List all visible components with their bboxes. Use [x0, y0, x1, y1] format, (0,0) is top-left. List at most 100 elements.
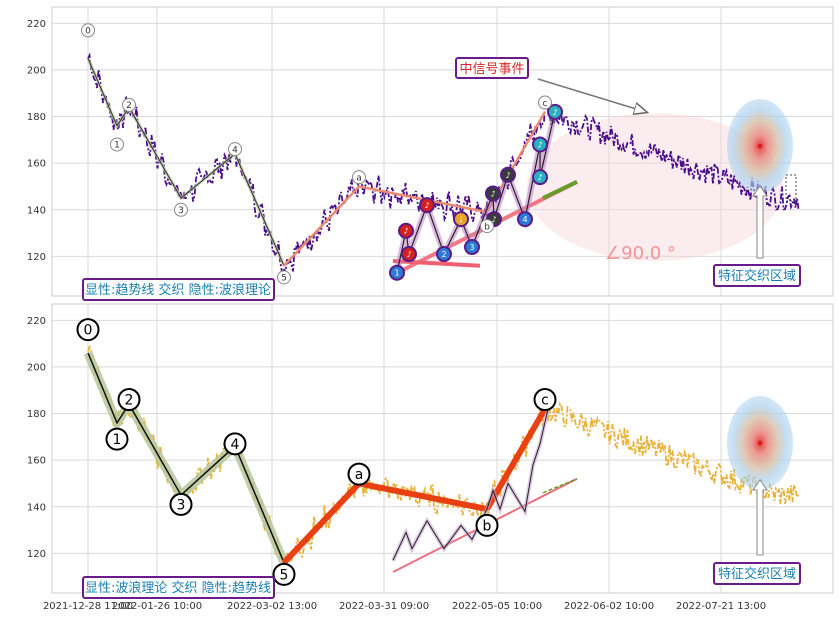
abc-wave-line-c: [484, 407, 548, 511]
feature-hotspot-center: [757, 143, 763, 149]
x-tick-label: 2022-06-02 10:00: [564, 601, 654, 612]
wave-label-circle: [272, 562, 296, 586]
feature-hotspot-center: [757, 440, 763, 446]
signal-badge-label: ♪: [537, 141, 542, 150]
y-tick-label: 120: [27, 252, 46, 263]
signal-badge-label: ♪: [424, 201, 429, 210]
signal-event-arrow: [537, 78, 646, 112]
signal-badge: [436, 246, 452, 263]
y-tick-label: 160: [27, 159, 46, 170]
zigzag-line: [396, 111, 556, 273]
signal-badge: [419, 197, 435, 214]
y-tick-label: 140: [27, 502, 46, 513]
wave-label: 0: [84, 323, 93, 339]
signal-badge-label: ♪: [505, 171, 510, 180]
signal-badge: [398, 222, 414, 239]
wave-label: a: [356, 173, 362, 183]
wave-label: 3: [177, 497, 186, 513]
wave-label-circle: [223, 432, 247, 456]
y-tick-label: 180: [27, 112, 46, 123]
signal-badge: [532, 136, 548, 153]
wave-label-circle: [76, 318, 100, 342]
wave-line: [87, 58, 285, 266]
y-tick-label: 220: [27, 19, 46, 30]
y-tick-label: 140: [27, 205, 46, 216]
trend-line-end: [542, 478, 578, 494]
x-tick-label: 2022-03-02 13:00: [227, 601, 317, 612]
signal-badge: [532, 169, 548, 186]
wave-label: b: [484, 222, 490, 232]
wave-label-circle: [122, 97, 136, 112]
x-tick-label: 2022-01-26 10:00: [112, 601, 202, 612]
signal-badge: [464, 239, 480, 256]
feature-arrow: [752, 479, 768, 556]
panel-top: 120 140 160 180 200 220 1 ♪ ♪ ♪ 2 ♩ 3 ♪ ♪ ♪ 4 ♪ ♪ ♪ 0 1 2 3 4 5 a b…: [27, 6, 834, 301]
feature-arrow: [752, 185, 768, 259]
signal-event-box: [455, 57, 529, 79]
wave-label-circle: [538, 95, 552, 110]
signal-badge-label: 2: [441, 250, 446, 259]
wave-label-circle: [352, 170, 366, 185]
wave-label: 4: [231, 437, 240, 453]
x-tick-label: 2022-03-31 09:00: [339, 601, 429, 612]
y-tick-label: 220: [27, 316, 46, 327]
signal-badge-label: ♪: [406, 250, 411, 259]
signal-badge: [453, 211, 469, 228]
signal-badge-label: 3: [469, 243, 474, 252]
x-tick-label: 2022-07-21 13:00: [676, 601, 766, 612]
wave-label: 5: [280, 567, 289, 583]
wave-label: 4: [232, 145, 238, 155]
wave-label-circle: [533, 388, 557, 412]
x-tick-label: 2022-05-05 10:00: [452, 601, 542, 612]
wave-label-circle: [169, 492, 193, 516]
signal-badge-label: ♪: [537, 173, 542, 182]
signal-badge: [500, 166, 516, 183]
wave-label: 0: [85, 27, 91, 37]
signal-badge: [389, 264, 405, 281]
legend-label: 显性:波浪理论 交织 隐性:趋势线: [85, 580, 271, 596]
signal-badge-label: 4: [522, 215, 527, 224]
signal-event-label: 中信号事件: [459, 62, 524, 77]
signal-badge-label: ♪: [490, 189, 495, 198]
feature-area-label: 特征交织区域: [718, 268, 796, 284]
y-tick-label: 200: [27, 65, 46, 76]
wave-label-circle: [117, 388, 141, 412]
feature-area-box: [713, 562, 801, 585]
wave-label-circle: [81, 23, 95, 38]
signal-event-area: [527, 113, 783, 261]
x-tick-label: 2021-12-28 11:00: [43, 601, 133, 612]
signal-badge: [485, 185, 501, 202]
wave-label: 2: [126, 101, 132, 111]
wave-label: a: [355, 467, 364, 483]
signal-badge: [401, 246, 417, 263]
wave-label-circle: [475, 513, 499, 537]
y-tick-label: 160: [27, 456, 46, 467]
y-tick-label: 120: [27, 549, 46, 560]
y-tick-label: 200: [27, 362, 46, 373]
feature-area-label: 特征交织区域: [718, 566, 796, 582]
wave-label-circle: [228, 142, 242, 157]
range-marker: [785, 174, 797, 202]
signal-badge-label: ♪: [403, 227, 408, 236]
legend-box: [82, 576, 275, 599]
wave-label: c: [541, 393, 549, 409]
signal-badge-label: ♩: [459, 215, 463, 224]
legend-label: 显性:趋势线 交织 隐性:波浪理论: [85, 282, 271, 298]
trend-line-end: [542, 179, 578, 200]
wave-label: 1: [114, 141, 120, 151]
price-series: [87, 52, 800, 280]
wave-label-circle: [110, 137, 124, 152]
wave-label: 5: [281, 274, 287, 284]
signal-badge: [517, 211, 533, 228]
wave-line: [87, 352, 285, 563]
signal-badge-label: ♪: [552, 108, 557, 117]
wave-label-circle: [277, 270, 291, 285]
feature-area-box: [713, 264, 801, 287]
angle-label: ∠90.0 °: [605, 243, 676, 264]
wave-label: 3: [178, 206, 184, 216]
wave-label-circle: [347, 462, 371, 486]
signal-badge-label: ♪: [491, 215, 496, 224]
wave-label-circle: [174, 202, 188, 217]
